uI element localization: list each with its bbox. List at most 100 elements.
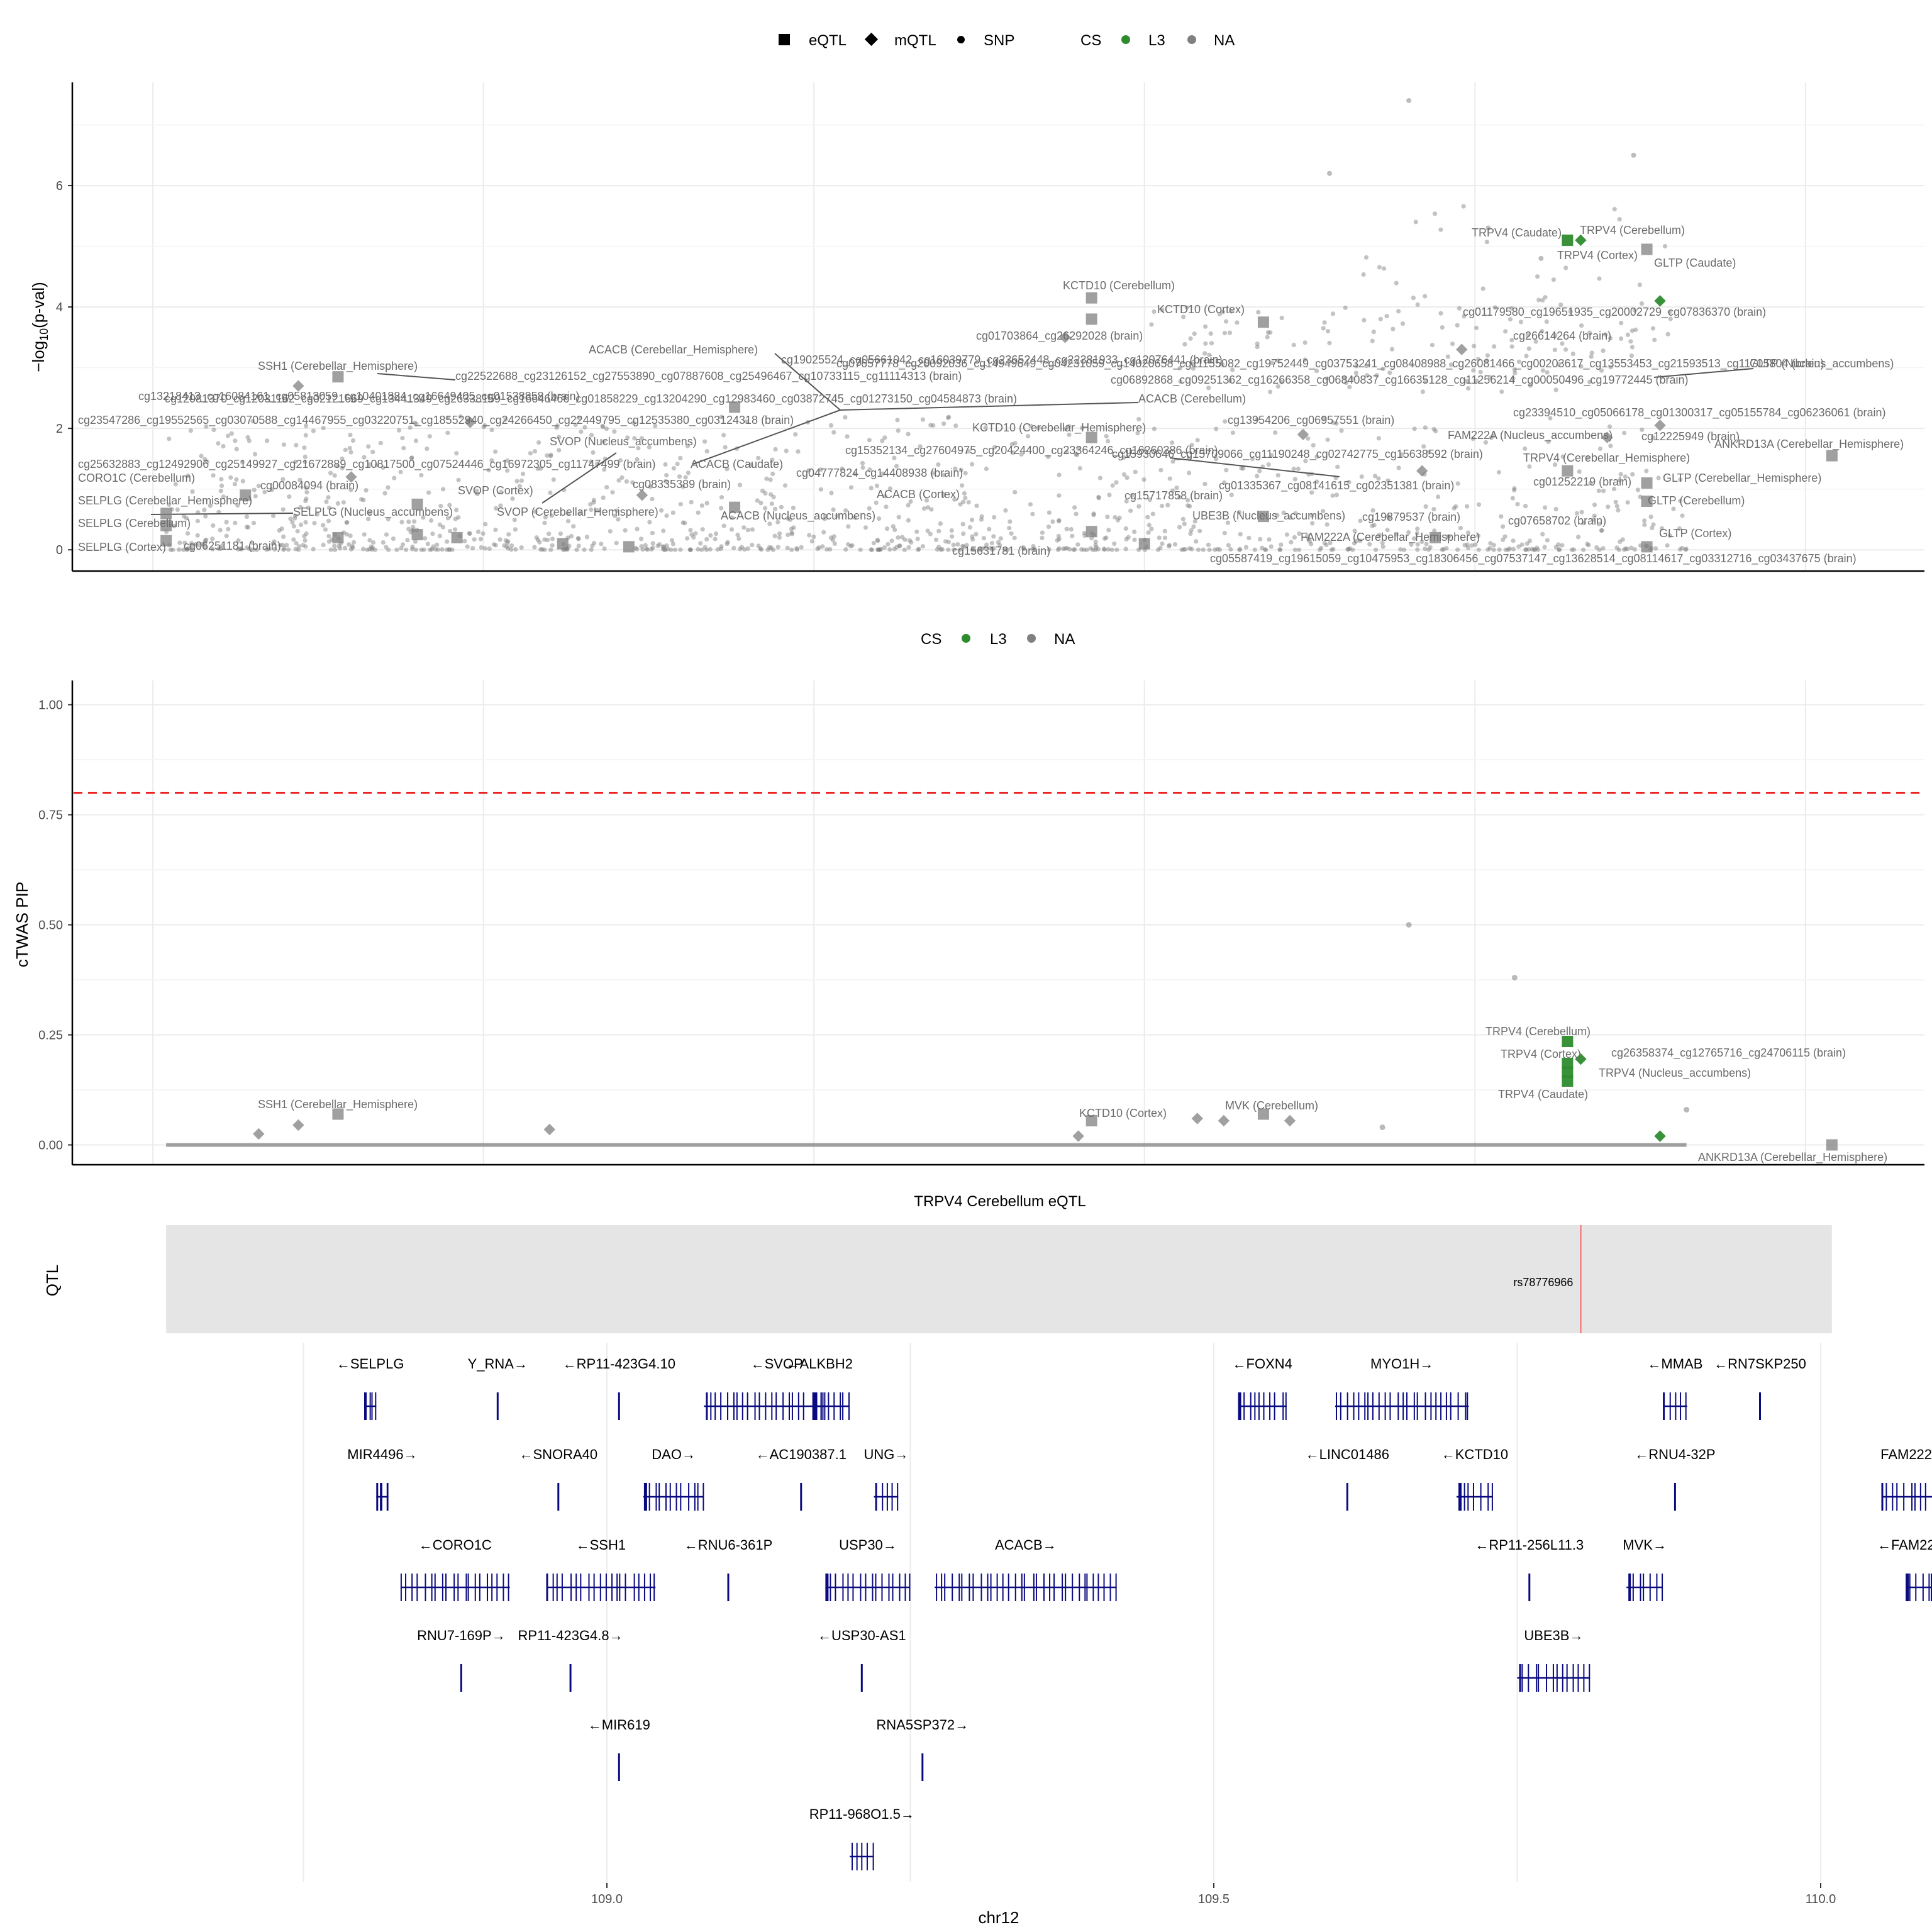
snp-background-dot	[691, 535, 696, 540]
snp-background-dot	[770, 547, 775, 552]
pvalue-annotation-label: cg05587419_cg19615059_cg10475953_cg18306…	[1210, 552, 1857, 565]
snp-background-dot	[1096, 496, 1101, 501]
snp-background-dot	[1352, 528, 1357, 533]
snp-background-dot	[952, 547, 957, 552]
snp-background-dot	[623, 528, 628, 533]
pvalue-annotation-label: cg07657778_cg20092036_cg14949649_cg04231…	[836, 357, 1824, 370]
snp-background-dot	[277, 543, 283, 548]
snp-background-dot	[852, 515, 857, 520]
snp-background-dot	[889, 538, 894, 543]
gene-exon	[1340, 1392, 1341, 1420]
gene-exon	[1640, 1574, 1641, 1601]
snp-background-dot	[1088, 546, 1093, 551]
snp-background-dot	[949, 528, 954, 533]
snp-background-dot	[386, 485, 391, 490]
snp-background-dot	[1519, 542, 1524, 547]
gene-label: ←ALKBH2	[786, 1356, 853, 1372]
snp-background-dot	[635, 526, 640, 531]
snp-background-dot	[447, 502, 452, 508]
pvalue-point-eqtl-square	[1138, 538, 1150, 550]
snp-background-dot	[1124, 536, 1129, 542]
legend-shape-eqtl: eQTL	[809, 32, 847, 49]
gene-exon	[1065, 1574, 1067, 1601]
snp-background-dot	[1170, 459, 1175, 464]
snp-background-dot	[1030, 511, 1035, 516]
snp-background-dot	[1642, 522, 1647, 528]
leader-line	[1653, 368, 1754, 378]
gene-exon	[952, 1574, 953, 1601]
gene-exon	[1002, 1574, 1004, 1601]
snp-background-dot	[1387, 370, 1392, 375]
snp-background-dot	[1506, 547, 1511, 552]
snp-background-dot	[447, 547, 452, 552]
snp-background-dot	[1512, 486, 1517, 491]
snp-background-dot	[996, 540, 1001, 545]
snp-background-dot	[1321, 509, 1326, 514]
snp-background-dot	[983, 425, 988, 430]
snp-background-dot	[1067, 432, 1072, 437]
gene-exon	[1662, 1574, 1663, 1601]
gene-exon	[1097, 1574, 1099, 1601]
pvalue-annotation-label: cg00084094 (brain)	[260, 479, 358, 492]
legend-cs-title: CS	[1080, 32, 1101, 49]
gene-exon	[1103, 1574, 1105, 1601]
snp-background-dot	[236, 538, 241, 543]
snp-background-dot	[1465, 530, 1471, 535]
snp-background-dot	[650, 541, 655, 546]
snp-background-dot	[1618, 539, 1623, 545]
snp-background-dot	[1032, 547, 1037, 552]
snp-background-dot	[741, 525, 747, 530]
snp-background-dot	[1057, 493, 1062, 498]
snp-background-dot	[1551, 277, 1556, 282]
x-tick-label: 109.5	[1198, 1892, 1230, 1906]
gene-exon	[1467, 1483, 1469, 1511]
snp-background-dot	[1423, 504, 1428, 509]
gene-exon	[1463, 1483, 1465, 1511]
gene-exon	[1079, 1574, 1080, 1601]
snp-background-dot	[224, 519, 229, 525]
mid-legend-cs-title: CS	[921, 631, 941, 648]
snp-background-dot	[411, 525, 416, 530]
snp-background-dot	[1260, 545, 1265, 550]
snp-background-dot	[1677, 547, 1683, 552]
snp-background-dot	[216, 509, 221, 514]
snp-background-dot	[1246, 535, 1252, 541]
snp-background-dot	[210, 547, 215, 552]
snp-background-dot	[731, 545, 736, 551]
snp-background-dot	[1387, 515, 1392, 520]
snp-background-dot	[1365, 373, 1370, 378]
snp-background-dot	[435, 542, 440, 547]
snp-background-dot	[1485, 225, 1491, 231]
snp-background-dot	[1195, 438, 1200, 443]
snp-background-dot	[1553, 333, 1558, 338]
pvalue-annotation-label: SVOP (Cerebellar_Hemisphere)	[497, 506, 658, 519]
snp-background-dot	[1055, 538, 1060, 543]
snp-background-dot	[882, 494, 887, 499]
snp-background-dot	[1625, 547, 1630, 552]
snp-background-dot	[1343, 380, 1349, 386]
snp-background-dot	[193, 541, 198, 547]
pvalue-annotation-label: cg08335389 (brain)	[633, 478, 731, 491]
pvalue-point-eqtl-square	[1430, 531, 1441, 543]
snp-background-dot	[281, 534, 286, 540]
snp-background-dot	[1170, 488, 1175, 493]
snp-background-dot	[1110, 483, 1115, 488]
snp-background-dot	[1252, 547, 1257, 552]
snp-background-dot	[846, 524, 851, 529]
gene-exon	[1250, 1392, 1252, 1420]
snp-background-dot	[1170, 440, 1175, 445]
snp-background-dot	[683, 475, 688, 480]
snp-background-dot	[828, 547, 833, 552]
gene-exon	[1269, 1392, 1271, 1420]
snp-background-dot	[185, 547, 190, 552]
snp-background-dot	[288, 516, 293, 521]
snp-background-dot	[1343, 305, 1348, 310]
snp-background-dot	[657, 542, 662, 547]
snp-background-dot	[591, 500, 596, 505]
snp-background-dot	[1472, 343, 1477, 348]
pvalue-annotation-label: SELPLG (Cortex)	[78, 541, 166, 553]
snp-background-dot	[906, 518, 911, 523]
gene-exon	[1416, 1392, 1418, 1420]
gene-exon	[1372, 1392, 1374, 1420]
snp-background-dot	[1419, 539, 1424, 545]
